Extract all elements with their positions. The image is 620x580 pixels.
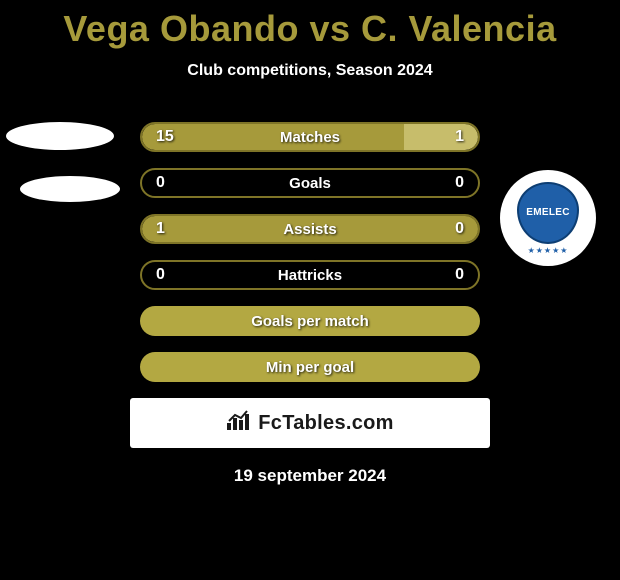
decorative-ellipse [6, 122, 114, 150]
crest-label: EMELEC [526, 207, 569, 218]
stat-label: Hattricks [142, 267, 478, 284]
chart-icon [226, 409, 252, 437]
stat-label: Min per goal [140, 359, 480, 376]
crest-stars-icon: ★★★★★ [528, 246, 569, 255]
stat-row: 00Hattricks [140, 260, 480, 290]
stat-row: 00Goals [140, 168, 480, 198]
attribution-badge[interactable]: FcTables.com [130, 398, 490, 448]
stat-row: 10Assists [140, 214, 480, 244]
subtitle: Club competitions, Season 2024 [0, 62, 620, 80]
stat-label: Assists [142, 221, 478, 238]
attribution-text: FcTables.com [258, 412, 394, 435]
stat-row-full: Min per goal [140, 352, 480, 382]
date-label: 19 september 2024 [0, 466, 620, 486]
team-crest-right: EMELEC ★★★★★ [500, 170, 596, 266]
stat-row: 151Matches [140, 122, 480, 152]
stat-row-full: Goals per match [140, 306, 480, 336]
page-title: Vega Obando vs C. Valencia [0, 0, 620, 50]
decorative-ellipse [20, 176, 120, 202]
stat-label: Goals [142, 175, 478, 192]
stat-label: Matches [142, 129, 478, 146]
stat-label: Goals per match [140, 313, 480, 330]
crest-shield-icon: EMELEC [517, 182, 579, 244]
